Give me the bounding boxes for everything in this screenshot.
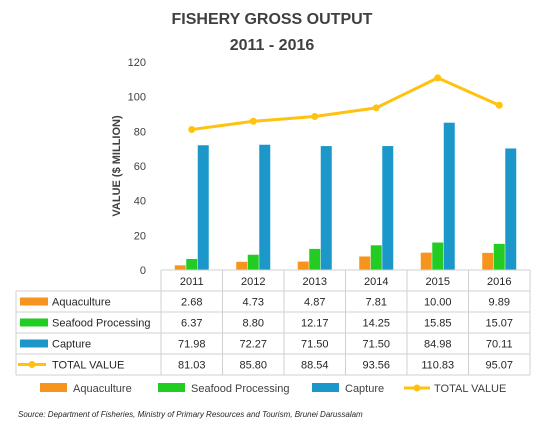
bar-capture-2011 <box>197 145 209 270</box>
x-tick-label: 2016 <box>487 276 511 288</box>
table-cell-capture-2015: 84.98 <box>424 339 452 351</box>
table-cell-total-value-2012: 85.80 <box>239 360 267 372</box>
table-cell-total-value-2016: 95.07 <box>485 360 513 372</box>
bar-capture-2014 <box>382 146 394 270</box>
bar-aquaculture-2013 <box>297 261 309 270</box>
table-cell-total-value-2014: 93.56 <box>362 360 390 372</box>
table-cell-aquaculture-2013: 4.87 <box>304 297 325 309</box>
table-cell-total-value-2013: 88.54 <box>301 360 329 372</box>
x-tick-label: 2013 <box>303 276 327 288</box>
bar-capture-2015 <box>443 122 455 271</box>
data-table: 2011 2012 2013 2014 2015 2016 Aquaculture 2.68 4… <box>15 269 531 376</box>
table-cell-aquaculture-2011: 2.68 <box>181 297 202 309</box>
table-cell-capture-2012: 72.27 <box>239 339 267 351</box>
plot-area: 0 20 40 60 80 100 120 <box>128 57 517 277</box>
bar-seafood-processing-2014 <box>370 245 382 270</box>
table-cell-aquaculture-2015: 10.00 <box>424 297 452 309</box>
legend-label: Seafood Processing <box>191 383 289 395</box>
x-tick-label: 2011 <box>180 276 204 288</box>
table-cell-aquaculture-2016: 9.89 <box>489 297 510 309</box>
table-cell-total-value-2011: 81.03 <box>178 360 206 372</box>
bar-capture-2012 <box>259 144 271 270</box>
bar-seafood-processing-2012 <box>247 254 259 270</box>
table-row-label: TOTAL VALUE <box>52 360 124 372</box>
y-tick-label: 20 <box>134 230 146 242</box>
point-total-value-2011 <box>188 126 196 134</box>
table-row-label: Aquaculture <box>52 297 111 309</box>
bar-capture-2013 <box>320 146 332 270</box>
table-cell-seafood-processing-2012: 8.80 <box>243 318 264 330</box>
chart-subtitle: 2011 - 2016 <box>230 37 315 54</box>
table-key-seafood-processing <box>20 318 48 327</box>
bar-seafood-processing-2015 <box>432 242 444 270</box>
table-cell-total-value-2015: 110.83 <box>421 360 454 372</box>
table-cell-seafood-processing-2013: 12.17 <box>301 318 329 330</box>
bar-aquaculture-2014 <box>359 256 371 270</box>
point-total-value-2016 <box>495 101 503 109</box>
table-cell-capture-2014: 71.50 <box>362 339 390 351</box>
legend-label: TOTAL VALUE <box>434 383 506 395</box>
table-cell-seafood-processing-2011: 6.37 <box>181 318 202 330</box>
legend-key-aquaculture <box>40 383 67 392</box>
x-tick-label: 2014 <box>364 276 388 288</box>
y-tick-label: 100 <box>128 92 146 104</box>
table-cell-seafood-processing-2016: 15.07 <box>485 318 513 330</box>
legend-key-seafood-processing <box>158 383 185 392</box>
table-key-aquaculture <box>20 297 48 306</box>
table-cell-aquaculture-2012: 4.73 <box>243 297 264 309</box>
y-tick-label: 60 <box>134 161 146 173</box>
legend-key-marker-total-value <box>413 384 421 392</box>
y-tick-label: 80 <box>134 126 146 138</box>
legend-label: Capture <box>345 383 384 395</box>
bar-aquaculture-2011 <box>174 265 186 270</box>
line-total-value <box>191 76 500 132</box>
legend-key-capture <box>312 383 339 392</box>
bar-seafood-processing-2013 <box>309 248 321 270</box>
x-tick-label: 2012 <box>241 276 265 288</box>
table-key-marker-total-value <box>28 361 36 368</box>
chart-title: FISHERY GROSS OUTPUT <box>172 11 373 28</box>
bar-capture-2016 <box>505 148 517 270</box>
table-row-label: Capture <box>52 339 91 351</box>
bar-seafood-processing-2011 <box>186 258 198 270</box>
table-cell-capture-2011: 71.98 <box>178 339 206 351</box>
legend-label: Aquaculture <box>73 383 132 395</box>
table-cell-aquaculture-2014: 7.81 <box>366 297 387 309</box>
y-tick-label: 40 <box>134 196 146 208</box>
table-cell-seafood-processing-2015: 15.85 <box>424 318 452 330</box>
legend: Aquaculture Seafood Processing Capture TOTA… <box>40 383 506 395</box>
table-row-label: Seafood Processing <box>52 318 150 330</box>
table-cell-capture-2016: 70.11 <box>486 339 513 351</box>
table-cell-seafood-processing-2014: 14.25 <box>362 318 390 330</box>
table-key-capture <box>20 339 48 348</box>
y-tick-label: 0 <box>140 265 146 277</box>
x-tick-label: 2015 <box>426 276 450 288</box>
bar-seafood-processing-2016 <box>493 243 505 270</box>
bar-aquaculture-2012 <box>236 261 248 270</box>
bar-aquaculture-2016 <box>482 252 494 270</box>
y-axis-label: VALUE ($ MILLION) <box>111 115 123 217</box>
point-total-value-2012 <box>249 117 257 125</box>
table-cell-capture-2013: 71.50 <box>301 339 329 351</box>
y-tick-label: 120 <box>128 57 146 69</box>
source-note: Source: Department of Fisheries, Ministr… <box>18 410 363 419</box>
point-total-value-2014 <box>372 104 380 112</box>
bar-aquaculture-2015 <box>420 252 432 270</box>
point-total-value-2013 <box>311 113 319 121</box>
point-total-value-2015 <box>434 74 442 82</box>
